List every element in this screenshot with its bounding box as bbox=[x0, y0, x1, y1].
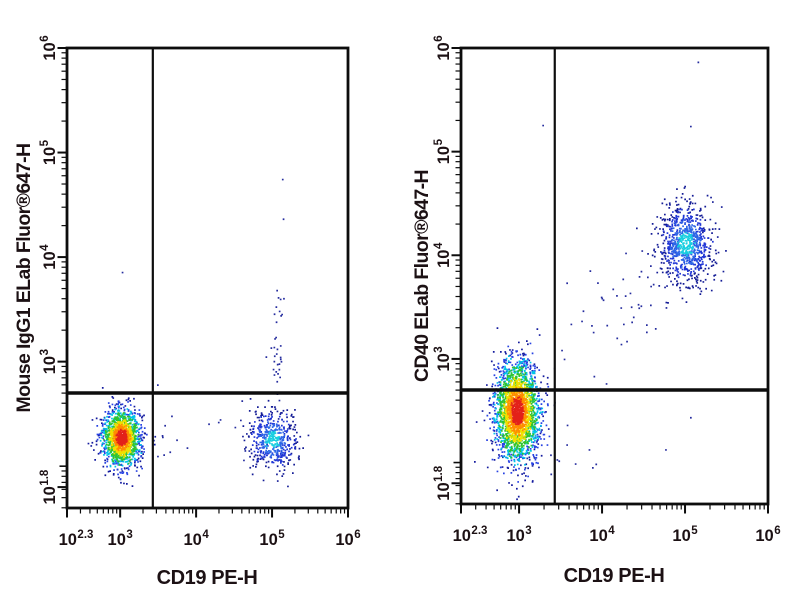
density-dots bbox=[636, 185, 727, 309]
x-tick-label: 103 bbox=[506, 525, 531, 545]
density-dots bbox=[112, 423, 132, 452]
quadrant-gates bbox=[461, 48, 768, 504]
x-tick-label: 103 bbox=[108, 529, 133, 549]
density-dots bbox=[486, 342, 551, 483]
x-tick-label: 102.3 bbox=[453, 525, 488, 545]
axes: 102.3 103 104 105 106 101.8 103 104 105 106 bbox=[433, 35, 781, 545]
density-dots bbox=[510, 396, 525, 426]
flow-plot-left: 102.3 103 104 105 106 101.8 103 104 105 106 CD19 … bbox=[13, 35, 361, 589]
y-tick-label: 106 bbox=[433, 35, 453, 60]
y-tick-label: 105 bbox=[433, 138, 453, 164]
y-tick-label: 103 bbox=[39, 349, 59, 374]
quadrant-gates bbox=[67, 48, 348, 508]
density-dots bbox=[505, 386, 528, 437]
density-dots bbox=[258, 421, 287, 459]
x-tick-label: 105 bbox=[259, 529, 285, 549]
y-tick-label: 101.8 bbox=[433, 465, 453, 500]
density-dots bbox=[669, 219, 702, 268]
axes: 102.3 103 104 105 106 101.8 103 104 105 106 bbox=[39, 35, 361, 549]
x-axis-title: CD19 PE-H bbox=[157, 567, 258, 589]
x-tick-label: 102.3 bbox=[59, 529, 94, 549]
flow-plot-right: 102.3 103 104 105 106 101.8 103 104 105 106 CD19 … bbox=[411, 35, 781, 587]
plot-border bbox=[65, 46, 350, 510]
density-dot-layer bbox=[474, 61, 727, 501]
y-tick-label: 106 bbox=[39, 35, 59, 60]
density-dots bbox=[501, 377, 533, 445]
y-tick-label: 103 bbox=[433, 346, 453, 371]
density-dot-layer bbox=[87, 178, 310, 488]
y-tick-label: 104 bbox=[433, 242, 453, 268]
density-dots bbox=[115, 428, 128, 447]
y-tick-label: 101.8 bbox=[39, 469, 59, 504]
y-tick-label: 105 bbox=[39, 139, 59, 165]
x-tick-label: 104 bbox=[183, 529, 209, 549]
x-tick-label: 105 bbox=[672, 525, 698, 545]
plot-border bbox=[459, 46, 770, 506]
density-dots bbox=[264, 430, 280, 449]
y-tick-label: 104 bbox=[39, 244, 59, 270]
x-tick-label: 106 bbox=[755, 525, 780, 545]
y-axis-title: CD40 ELab Fluor®647-H bbox=[411, 170, 433, 382]
x-tick-label: 104 bbox=[589, 525, 615, 545]
y-axis-title: Mouse IgG1 ELab Fluor®647-H bbox=[13, 143, 35, 412]
x-tick-label: 106 bbox=[335, 529, 360, 549]
x-axis-title: CD19 PE-H bbox=[564, 565, 665, 587]
density-dots bbox=[251, 413, 297, 466]
density-dots bbox=[676, 232, 696, 257]
density-dots bbox=[242, 393, 310, 488]
density-dots bbox=[660, 208, 714, 279]
density-dots bbox=[474, 327, 556, 501]
